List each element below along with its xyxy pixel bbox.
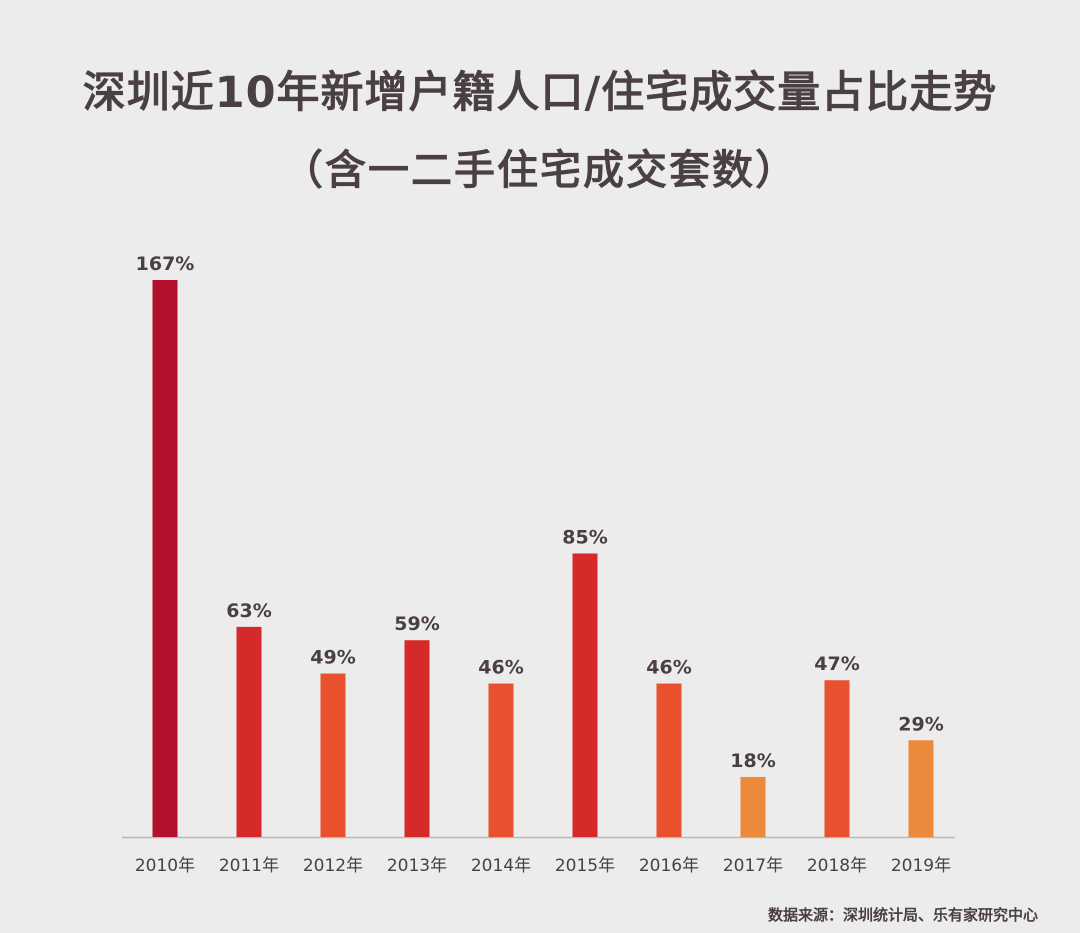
tick-label-5: 2014年 [471, 856, 531, 876]
tick-label-7: 2016年 [639, 856, 699, 876]
bar-9 [824, 680, 850, 837]
bar-4 [404, 640, 430, 837]
tick-labels-group: 2010年 2011年 2012年 2013年 2014年 2015年 2016年 2017年… [135, 856, 951, 876]
tick-label-9: 2018年 [807, 856, 867, 876]
value-label-4: 59% [394, 613, 439, 635]
bar-1 [152, 280, 178, 837]
value-label-10: 29% [898, 713, 943, 735]
bar-2 [236, 626, 262, 837]
bar-5 [488, 683, 514, 837]
tick-label-3: 2012年 [303, 856, 363, 876]
value-label-8: 18% [730, 750, 775, 772]
value-label-3: 49% [310, 647, 355, 669]
tick-label-4: 2013年 [387, 856, 447, 876]
bar-7 [656, 683, 682, 837]
bar-3 [320, 673, 346, 837]
tick-label-2: 2011年 [219, 856, 279, 876]
value-label-7: 46% [646, 657, 691, 679]
value-label-9: 47% [814, 653, 859, 675]
value-labels-group: 167% 63% 49% 59% 46% 85% 46% 18% 47% 29% [136, 253, 944, 772]
bar-8 [740, 776, 766, 837]
tick-label-6: 2015年 [555, 856, 615, 876]
bars-group [152, 280, 934, 837]
tick-label-8: 2017年 [723, 856, 783, 876]
chart-title: 深圳近10年新增户籍人口/住宅成交量占比走势 [82, 68, 998, 118]
value-label-1: 167% [136, 253, 195, 275]
bar-10 [908, 740, 934, 837]
value-label-5: 46% [478, 657, 523, 679]
tick-label-10: 2019年 [891, 856, 951, 876]
value-label-6: 85% [562, 526, 607, 548]
source-note: 数据来源：深圳统计局、乐有家研究中心 [767, 906, 1038, 924]
bar-6 [572, 553, 598, 837]
tick-label-1: 2010年 [135, 856, 195, 876]
value-label-2: 63% [226, 600, 271, 622]
chart-subtitle: （含一二手住宅成交套数） [282, 146, 798, 194]
